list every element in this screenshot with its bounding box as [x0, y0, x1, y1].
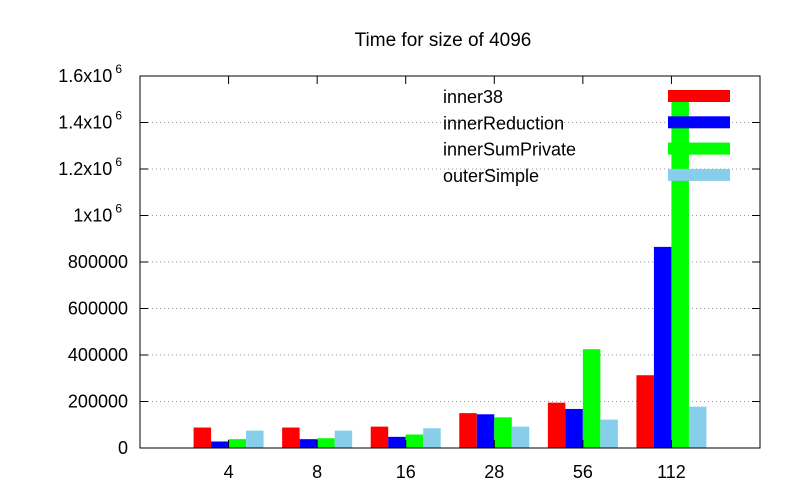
- bar-innerReduction-4: [211, 441, 229, 448]
- legend-label: innerSumPrivate: [443, 140, 576, 160]
- bar-innerReduction-16: [388, 436, 406, 448]
- bar-innerReduction-56: [565, 408, 583, 448]
- bar-innerSumPrivate-56: [582, 349, 601, 448]
- bar-innerSumPrivate-112: [671, 94, 689, 448]
- bar-innerSumPrivate-16: [405, 434, 424, 448]
- legend-swatch: [668, 142, 730, 155]
- bar-innerReduction-8: [299, 439, 318, 448]
- y-tick-label: 0: [118, 438, 128, 458]
- x-tick-label: 112: [657, 462, 686, 482]
- legend: inner38 innerReduction innerSumPrivate oute…: [443, 87, 730, 186]
- bar-inner38-56: [547, 402, 566, 448]
- bar-outerSimple-4: [246, 430, 264, 448]
- bar-innerSumPrivate-8: [317, 438, 335, 448]
- bars-group: [193, 94, 707, 448]
- y-tick-label: 200000: [68, 392, 128, 412]
- y-tick-label: 1x10 6: [73, 202, 122, 226]
- chart-title: Time for size of 4096: [355, 30, 532, 51]
- y-tick-label: 1.6x10 6: [58, 62, 122, 86]
- bar-inner38-8: [282, 427, 300, 448]
- legend-swatch: [668, 116, 730, 129]
- x-tick-label: 4: [224, 462, 234, 482]
- y-tick-label: 600000: [68, 299, 128, 319]
- legend-swatch: [668, 168, 730, 181]
- x-tick-label: 8: [312, 462, 322, 482]
- bar-inner38-4: [193, 427, 212, 448]
- bar-inner38-16: [370, 426, 389, 448]
- bar-inner38-28: [459, 413, 477, 448]
- bar-innerReduction-28: [476, 414, 495, 448]
- bar-innerReduction-112: [653, 246, 672, 448]
- y-tick-label: 1.4x10 6: [58, 109, 122, 133]
- bar-inner38-112: [636, 375, 654, 448]
- bar-outerSimple-28: [511, 426, 530, 448]
- x-tick-label: 16: [396, 462, 416, 482]
- legend-label: innerReduction: [443, 113, 564, 133]
- bar-innerSumPrivate-4: [228, 439, 247, 448]
- legend-swatch: [668, 90, 730, 102]
- bar-innerSumPrivate-28: [494, 417, 512, 448]
- bar-outerSimple-8: [334, 430, 353, 448]
- bar-outerSimple-16: [423, 428, 441, 448]
- x-tick-label: 56: [573, 462, 593, 482]
- x-tick-label: 28: [484, 462, 504, 482]
- bar-outerSimple-56: [600, 419, 618, 448]
- legend-label: outerSimple: [443, 166, 539, 186]
- bar-outerSimple-112: [688, 406, 707, 448]
- y-tick-label: 400000: [68, 345, 128, 365]
- y-tick-label: 1.2x10 6: [58, 155, 122, 179]
- y-tick-label: 800000: [68, 252, 128, 272]
- legend-label: inner38: [443, 87, 503, 107]
- axes-group: 0 200000 400000 600000 800000 1x10 6 1.2x10 6 1.4…: [58, 62, 761, 482]
- plot-border: [139, 75, 761, 449]
